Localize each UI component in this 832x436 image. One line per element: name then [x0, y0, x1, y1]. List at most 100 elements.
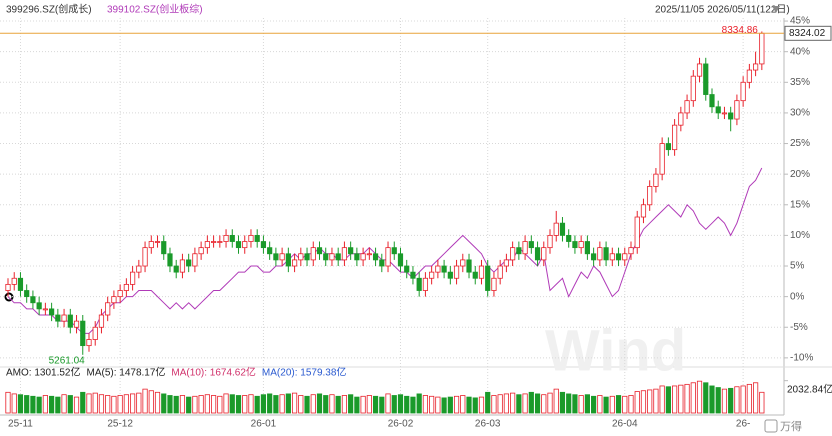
candle-body — [80, 320, 86, 347]
candle-body — [123, 283, 129, 291]
volume-bar — [36, 396, 42, 414]
candle-body — [11, 277, 17, 285]
volume-bar — [634, 391, 640, 414]
candle-body — [597, 247, 603, 261]
volume-bar — [628, 395, 634, 414]
candle-body — [491, 277, 497, 291]
volume-bar — [136, 392, 142, 414]
volume-bar — [622, 395, 628, 414]
volume-bar — [541, 394, 547, 414]
volume-bar — [348, 394, 354, 414]
volume-bar — [341, 395, 348, 414]
volume-bar — [117, 395, 123, 414]
volume-bar — [235, 395, 242, 414]
candle-body — [721, 112, 728, 115]
candle-body — [672, 124, 678, 151]
candle-body — [397, 253, 404, 267]
chart-title: 399296.SZ(创成长) — [6, 3, 92, 16]
volume-bar — [391, 395, 397, 414]
volume-bar — [690, 382, 696, 414]
volume-bar — [186, 396, 192, 414]
candle-body — [173, 265, 179, 273]
candle-body — [653, 173, 659, 187]
candle-body — [634, 216, 640, 249]
y-tick-label: 30% — [790, 108, 810, 119]
candle-body — [628, 247, 634, 255]
y-tick-label: 20% — [790, 169, 810, 180]
y-tick-label: 45% — [790, 16, 810, 27]
volume-bar — [746, 383, 752, 414]
candle-body — [516, 247, 522, 255]
candle-body — [210, 241, 217, 243]
volume-bar — [298, 395, 304, 414]
candle-body — [709, 94, 715, 108]
volume-bar — [30, 395, 36, 414]
menu-arrow[interactable] — [772, 6, 780, 13]
candle-body — [385, 247, 391, 267]
volume-bar — [279, 394, 285, 414]
candle-body — [229, 234, 235, 242]
low-label: 5261.04 — [49, 355, 86, 366]
candle-body — [404, 265, 410, 273]
volume-bar — [167, 395, 173, 414]
candle-body — [24, 290, 30, 298]
volume-bar — [597, 395, 603, 414]
y-tick-label: 10% — [790, 230, 810, 241]
candle-body — [154, 241, 161, 243]
candle-body — [254, 234, 260, 242]
volume-bar — [522, 393, 528, 414]
candle-body — [285, 253, 291, 267]
volume-bar — [435, 396, 441, 414]
candle-body — [67, 314, 73, 328]
date-range: 2025/11/05 2026/05/11(122日) — [655, 5, 790, 16]
volume-bar — [678, 384, 684, 414]
candle-body — [591, 253, 597, 261]
candle-body — [273, 253, 279, 261]
candle-body — [466, 259, 472, 273]
candle-body — [728, 112, 734, 120]
volume-bar — [242, 395, 248, 414]
y-tick-label: 15% — [790, 199, 810, 210]
volume-bar — [709, 385, 715, 414]
volume-bar — [615, 395, 622, 414]
candle-body — [690, 75, 696, 102]
watermark: Wind — [545, 318, 686, 383]
candle-body — [746, 69, 752, 83]
candle-body — [186, 259, 192, 267]
candle-body — [291, 259, 298, 267]
y-tick-label: -5% — [790, 322, 808, 333]
volume-bar — [123, 394, 129, 414]
candle-body — [279, 253, 285, 261]
volume-bar — [416, 393, 422, 414]
volume-bar — [721, 388, 728, 414]
candle-body — [559, 222, 566, 236]
volume-bar — [422, 395, 429, 414]
candle-body — [460, 259, 466, 267]
candle-body — [223, 234, 229, 242]
candle-body — [534, 247, 541, 261]
volume-bar — [98, 394, 105, 414]
candle-body — [659, 143, 665, 175]
candle-body — [478, 265, 485, 279]
volume-bar — [404, 395, 410, 414]
candle-body — [36, 302, 42, 310]
candle-body — [5, 283, 11, 291]
candle-body — [422, 277, 429, 291]
candle-body — [105, 302, 111, 316]
volume-bar — [173, 395, 179, 414]
volume-bar — [715, 387, 721, 414]
volume-bar — [267, 393, 273, 414]
volume-bar — [684, 383, 690, 414]
volume-bar — [291, 392, 298, 414]
candle-body — [578, 241, 584, 249]
volume-bar — [273, 395, 279, 414]
volume-bar — [148, 390, 154, 414]
volume-bar — [397, 394, 404, 414]
candle-body — [341, 247, 348, 261]
volume-tick-label: 2032.84亿 — [787, 382, 832, 395]
candle-body — [61, 314, 67, 322]
candle-body — [360, 253, 366, 261]
candle-body — [615, 253, 622, 261]
volume-bar — [217, 395, 223, 414]
volume-bar — [653, 388, 659, 414]
